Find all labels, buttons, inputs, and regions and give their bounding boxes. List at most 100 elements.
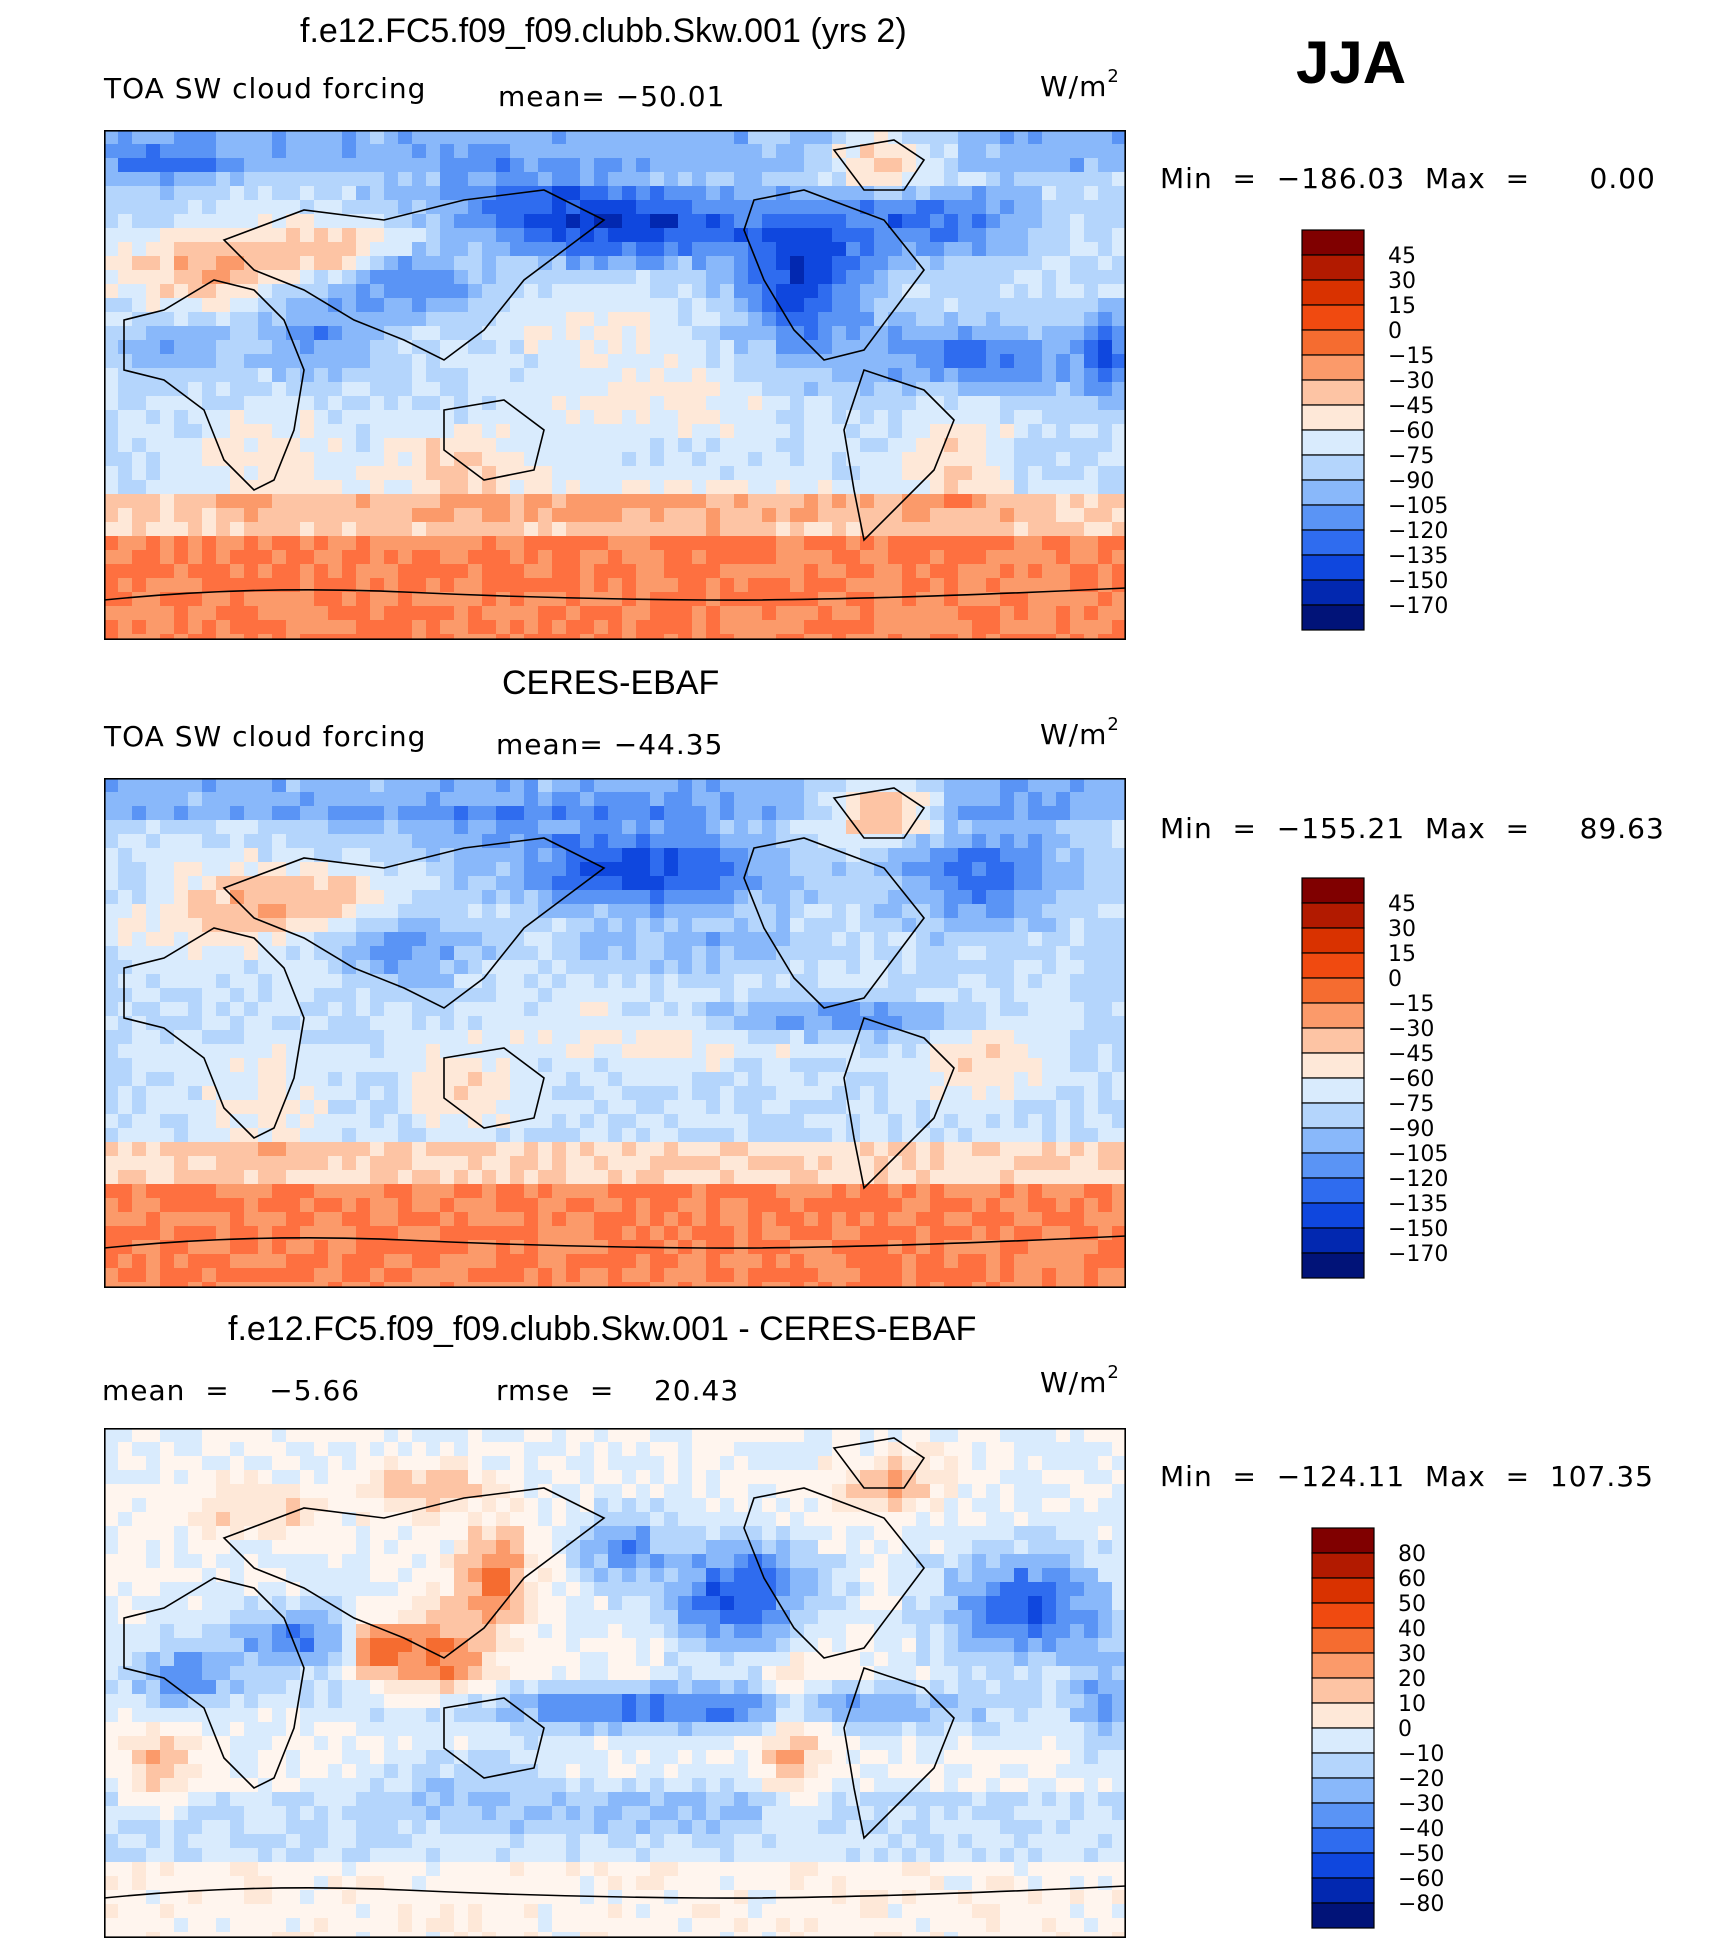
map-cell: [664, 1198, 679, 1213]
map-cell: [146, 270, 161, 285]
map-cell: [636, 480, 651, 495]
map-cell: [104, 214, 119, 229]
map-cell: [552, 946, 567, 961]
map-cell: [762, 792, 777, 807]
map-cell: [790, 1128, 805, 1143]
map-cell: [160, 298, 175, 313]
map-cell: [692, 564, 707, 579]
map-cell: [384, 1156, 399, 1171]
map-cell: [398, 890, 413, 905]
map-cell: [1098, 466, 1113, 481]
map-cell: [720, 466, 735, 481]
map-cell: [762, 228, 777, 243]
map-cell: [314, 1156, 329, 1171]
map-cell: [650, 834, 665, 849]
map-cell: [300, 382, 315, 397]
map-cell: [496, 1086, 511, 1101]
map-cell: [230, 848, 245, 863]
map-cell: [412, 536, 427, 551]
map-cell: [1042, 466, 1057, 481]
map-cell: [1042, 1086, 1057, 1101]
map-cell: [258, 932, 273, 947]
map-cell: [314, 792, 329, 807]
map-cell: [916, 904, 931, 919]
map-cell: [818, 1114, 833, 1129]
map-cell: [188, 960, 203, 975]
map-cell: [230, 354, 245, 369]
map-cell: [412, 932, 427, 947]
map-cell: [426, 480, 441, 495]
map-cell: [552, 424, 567, 439]
map-cell: [930, 312, 945, 327]
map-cell: [902, 1114, 917, 1129]
map-cell: [342, 890, 357, 905]
map-cell: [328, 946, 343, 961]
map-cell: [342, 1072, 357, 1087]
map-cell: [146, 1072, 161, 1087]
map-cell: [1042, 1016, 1057, 1031]
map-cell: [622, 354, 637, 369]
map-cell: [720, 522, 735, 537]
map-cell: [286, 778, 301, 793]
map-cell: [916, 974, 931, 989]
map-cell: [370, 820, 385, 835]
map-cell: [762, 312, 777, 327]
map-cell: [370, 848, 385, 863]
map-cell: [426, 1156, 441, 1171]
map-cell: [538, 876, 553, 891]
map-cell: [286, 1142, 301, 1157]
map-cell: [874, 396, 889, 411]
map-cell: [1000, 368, 1015, 383]
map-cell: [972, 452, 987, 467]
map-cell: [216, 186, 231, 201]
map-cell: [762, 326, 777, 341]
map-cell: [342, 1114, 357, 1129]
map-cell: [216, 578, 231, 593]
map-cell: [426, 1002, 441, 1017]
map-cell: [692, 988, 707, 1003]
map-cell: [1042, 228, 1057, 243]
map-cell: [1084, 820, 1099, 835]
map-cell: [818, 1086, 833, 1101]
map-cell: [1098, 620, 1113, 635]
map-cell: [790, 228, 805, 243]
map-cell: [1014, 172, 1029, 187]
map-cell: [902, 396, 917, 411]
map-cell: [300, 172, 315, 187]
map-cell: [104, 1156, 119, 1171]
map-cell: [132, 522, 147, 537]
map-cell: [1014, 592, 1029, 607]
map-cell: [1098, 634, 1113, 640]
map-cell: [230, 620, 245, 635]
map-cell: [734, 494, 749, 509]
map-cell: [426, 1128, 441, 1143]
map-cell: [832, 466, 847, 481]
map-cell: [734, 904, 749, 919]
map-cell: [104, 298, 119, 313]
map-cell: [748, 452, 763, 467]
map-cell: [426, 228, 441, 243]
map-cell: [916, 298, 931, 313]
map-cell: [1098, 988, 1113, 1003]
map-cell: [776, 988, 791, 1003]
map-cell: [1028, 946, 1043, 961]
map-cell: [1028, 424, 1043, 439]
map-cell: [118, 890, 133, 905]
map-cell: [524, 256, 539, 271]
map-cell: [636, 578, 651, 593]
map-cell: [874, 606, 889, 621]
map-cell: [454, 1156, 469, 1171]
map-cell: [258, 1170, 273, 1185]
map-cell: [1042, 890, 1057, 905]
map-cell: [384, 424, 399, 439]
map-cell: [244, 326, 259, 341]
map-cell: [454, 1016, 469, 1031]
map-cell: [398, 284, 413, 299]
map-cell: [608, 340, 623, 355]
map-cell: [832, 620, 847, 635]
map-cell: [524, 592, 539, 607]
map-cell: [1000, 606, 1015, 621]
map-cell: [580, 1128, 595, 1143]
map-cell: [1042, 1156, 1057, 1171]
map-cell: [356, 1044, 371, 1059]
